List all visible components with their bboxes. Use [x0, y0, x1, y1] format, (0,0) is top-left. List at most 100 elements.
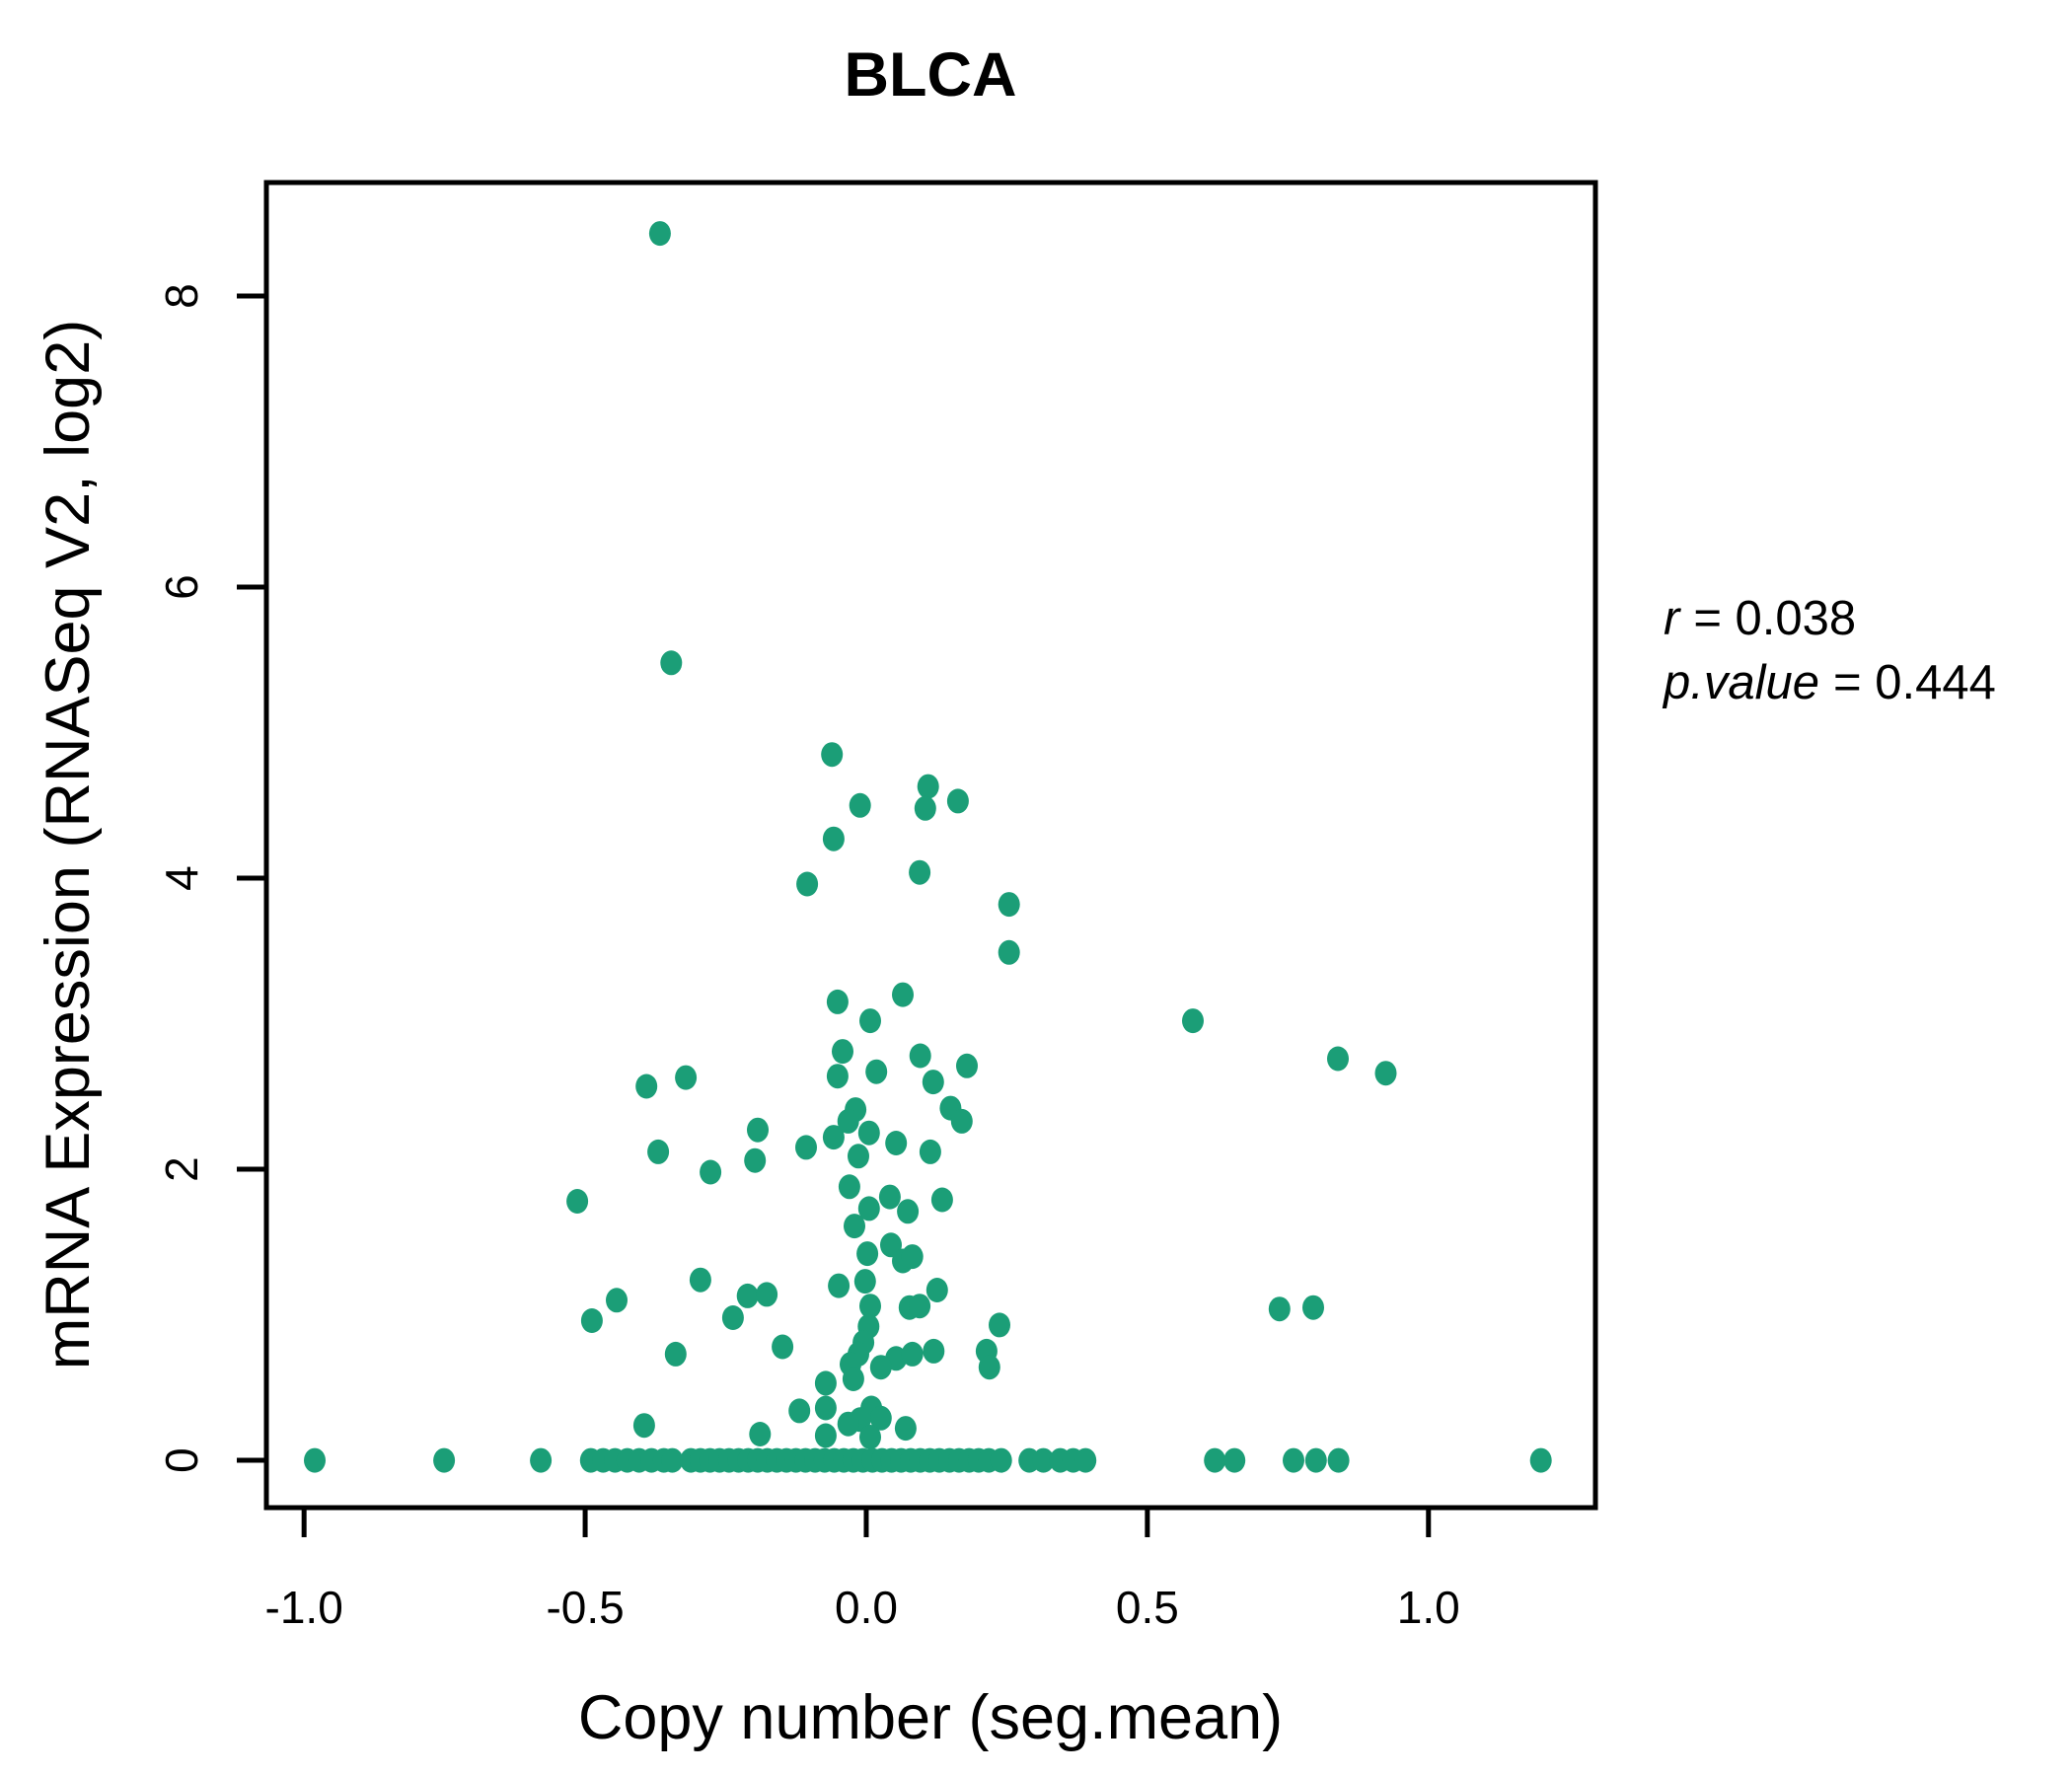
data-point	[828, 1273, 851, 1298]
data-point	[822, 826, 845, 851]
data-point	[814, 1395, 837, 1421]
data-point	[756, 1282, 778, 1307]
x-tick-label: 0.5	[1116, 1582, 1179, 1633]
data-point	[796, 871, 819, 897]
data-point	[1302, 1295, 1324, 1320]
data-point	[744, 1147, 767, 1173]
data-point	[844, 1214, 865, 1239]
data-point	[925, 1278, 948, 1302]
data-point	[842, 1367, 864, 1391]
data-point	[566, 1189, 589, 1214]
data-point	[1223, 1447, 1246, 1473]
data-point	[837, 1411, 859, 1437]
data-point	[832, 1039, 853, 1065]
y-tick-label: 2	[156, 1156, 207, 1182]
chart-title: BLCA	[845, 40, 1017, 110]
data-point	[894, 1416, 917, 1442]
data-point	[930, 1187, 953, 1213]
data-point	[838, 1174, 860, 1200]
data-point	[1074, 1447, 1097, 1473]
data-point	[989, 1312, 1010, 1338]
data-point	[826, 1064, 849, 1089]
data-point	[660, 650, 683, 676]
data-point	[795, 1135, 817, 1160]
data-point	[859, 1294, 881, 1319]
data-point	[856, 1241, 879, 1267]
data-point	[433, 1447, 456, 1473]
data-point	[909, 859, 931, 885]
y-tick-label: 0	[156, 1447, 207, 1473]
data-point	[675, 1065, 698, 1090]
x-tick-label: -0.5	[546, 1582, 624, 1633]
data-point	[1182, 1008, 1204, 1034]
data-point	[1304, 1447, 1327, 1473]
data-point	[530, 1447, 553, 1473]
y-tick-label: 6	[156, 574, 207, 600]
data-point	[826, 989, 849, 1014]
data-point	[892, 982, 914, 1007]
data-point	[304, 1447, 326, 1473]
x-axis-title: Copy number (seg.mean)	[578, 1683, 1283, 1752]
data-point	[923, 1338, 945, 1364]
annotation-p-value: = 0.444	[1833, 656, 1996, 709]
y-tick-label: 8	[156, 283, 207, 309]
data-point	[747, 1117, 769, 1143]
data-point	[1283, 1447, 1304, 1473]
data-point	[869, 1355, 892, 1380]
data-point	[990, 1447, 1012, 1473]
data-point	[814, 1370, 837, 1396]
annotation-r-value: = 0.038	[1693, 592, 1856, 645]
data-point	[721, 1305, 744, 1330]
data-point	[901, 1244, 924, 1270]
data-point	[606, 1288, 628, 1313]
data-point	[1032, 1447, 1055, 1473]
annotation-pvalue: p.value = 0.444	[1662, 656, 1996, 709]
data-point	[772, 1334, 794, 1360]
data-point	[664, 1341, 687, 1367]
data-point	[689, 1267, 711, 1293]
data-point	[736, 1283, 759, 1308]
data-point	[909, 1294, 931, 1319]
x-tick-label: -1.0	[265, 1582, 343, 1633]
x-tick-label: 0.0	[835, 1582, 898, 1633]
annotation-p-label: p.value	[1662, 656, 1819, 709]
x-axis-ticks: -1.0 -0.5 0.0 0.5 1.0	[265, 1508, 1460, 1633]
data-point	[661, 1447, 684, 1473]
data-point	[1327, 1447, 1350, 1473]
data-point	[901, 1341, 924, 1367]
data-point	[1268, 1296, 1291, 1322]
data-point	[914, 795, 936, 821]
data-point	[869, 1405, 892, 1431]
data-point	[859, 1008, 881, 1034]
data-points-group	[304, 221, 1552, 1473]
y-axis-ticks: 0 2 4 6 8	[156, 283, 266, 1473]
annotation-r: r = 0.038	[1664, 592, 1856, 645]
annotation-r-label: r	[1664, 592, 1681, 645]
data-point	[1327, 1046, 1349, 1072]
data-point	[917, 774, 939, 799]
data-point	[950, 1108, 973, 1134]
data-point	[859, 1425, 881, 1449]
data-point	[998, 939, 1020, 965]
data-point	[885, 1131, 908, 1155]
data-point	[998, 892, 1020, 918]
data-point	[919, 1139, 941, 1164]
data-point	[700, 1159, 722, 1185]
data-point	[822, 1125, 845, 1150]
data-point	[897, 1199, 920, 1224]
data-point	[1374, 1061, 1397, 1086]
data-point	[878, 1184, 901, 1210]
data-point	[978, 1355, 1000, 1380]
data-point	[956, 1053, 978, 1078]
data-point	[849, 792, 871, 818]
data-point	[1529, 1447, 1552, 1473]
data-point	[853, 1269, 876, 1295]
data-point	[580, 1308, 603, 1333]
data-point	[922, 1070, 944, 1095]
y-tick-label: 4	[156, 865, 207, 891]
data-point	[848, 1144, 869, 1169]
plot-border	[263, 180, 1598, 1511]
data-point	[821, 742, 844, 768]
